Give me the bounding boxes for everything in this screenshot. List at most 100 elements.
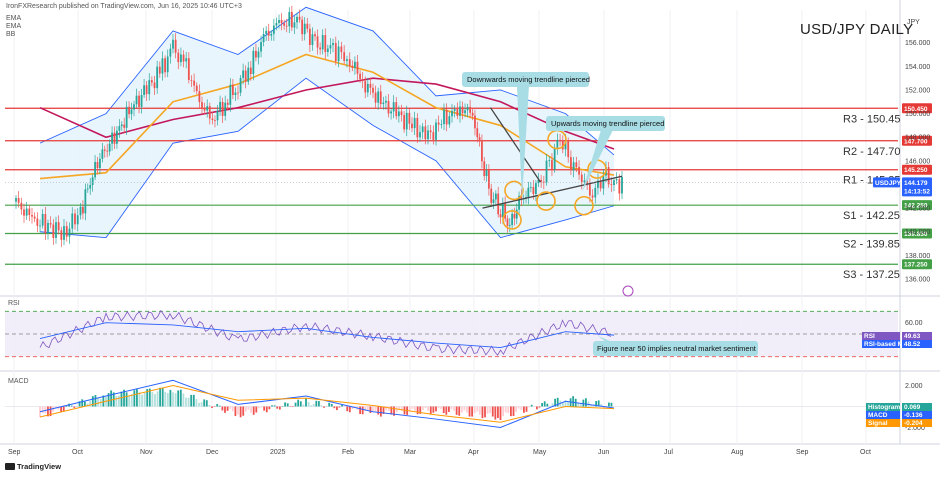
candle-body	[346, 59, 348, 61]
macd-histogram-bar	[597, 400, 600, 407]
candle-body	[203, 108, 206, 111]
macd-histogram-bar	[273, 405, 276, 407]
candle-body	[71, 213, 74, 229]
currency-label: JPY	[907, 19, 920, 26]
macd-histogram-bar	[65, 406, 68, 407]
candle-body	[68, 228, 71, 237]
highlight-circle	[504, 180, 524, 201]
macd-tag-value-bg	[902, 411, 932, 419]
macd-histogram-bar	[203, 399, 206, 407]
candle-body	[226, 102, 229, 105]
candle-body	[185, 58, 188, 62]
macd-histogram-bar	[543, 401, 546, 407]
candle-body	[432, 132, 435, 140]
macd-histogram-bar	[49, 406, 52, 417]
macd-histogram-bar	[330, 403, 333, 407]
macd-histogram-bar	[192, 394, 195, 407]
candle-body	[413, 117, 416, 129]
macd-histogram-bar	[351, 406, 354, 410]
candle-body	[537, 179, 540, 184]
price-tick-label: 150.000	[905, 111, 930, 118]
time-axis-label: Apr	[468, 449, 480, 456]
candle-body	[130, 109, 133, 115]
macd-histogram-bar	[213, 406, 216, 407]
macd-histogram-bar	[346, 406, 349, 412]
macd-histogram-bar	[419, 406, 422, 414]
macd-histogram-bar	[421, 406, 424, 411]
candle-body	[247, 67, 250, 82]
candle-body	[416, 117, 419, 138]
candle-body	[82, 206, 84, 214]
macd-title: MACD	[8, 378, 29, 385]
candle-body	[201, 102, 203, 109]
candle-body	[76, 215, 79, 225]
candle-body	[272, 25, 275, 34]
candle-body	[329, 45, 332, 49]
macd-histogram-bar	[226, 406, 229, 411]
macd-histogram-bar	[468, 406, 471, 417]
price-tick-label: 156.000	[905, 40, 930, 47]
macd-histogram-bar	[390, 406, 393, 415]
macd-histogram-bar	[600, 404, 603, 407]
macd-histogram-bar	[224, 406, 226, 413]
candle-body	[520, 195, 523, 200]
macd-histogram-bar	[102, 395, 105, 407]
candle-body	[198, 91, 201, 103]
time-axis-label: Sep	[796, 449, 809, 456]
candle-body	[321, 35, 324, 50]
candle-body	[208, 106, 211, 119]
macd-histogram-bar	[237, 406, 239, 415]
candle-body	[195, 85, 198, 92]
candle-body	[474, 115, 476, 129]
candle-body	[334, 42, 337, 62]
candle-body	[504, 203, 507, 219]
footer-brand: TradingView	[17, 462, 61, 471]
macd-histogram-bar	[305, 398, 307, 407]
macd-histogram-bar	[317, 401, 320, 407]
candle-body	[120, 124, 123, 127]
macd-tick-label: -2.000	[905, 425, 925, 432]
macd-histogram-bar	[136, 389, 138, 407]
candle-body	[379, 91, 382, 105]
candle-body	[580, 174, 583, 183]
macd-histogram-bar	[123, 389, 125, 407]
candle-body	[306, 23, 309, 29]
macd-histogram-bar	[512, 406, 515, 416]
signal-line	[39, 385, 615, 423]
candle-body	[156, 66, 159, 89]
candle-body	[513, 213, 516, 219]
candle-body	[49, 223, 52, 225]
rsi-tick-label: 60.00	[905, 320, 923, 327]
candle-body	[211, 118, 214, 121]
macd-histogram-bar	[250, 406, 252, 413]
macd-histogram-bar	[128, 395, 131, 407]
macd-histogram-bar	[179, 389, 182, 407]
macd-histogram-bar	[76, 405, 78, 407]
macd-histogram-bar	[156, 391, 159, 407]
macd-histogram-bar	[208, 404, 211, 407]
macd-histogram-bar	[517, 406, 520, 409]
candle-body	[111, 132, 113, 144]
macd-histogram-bar	[533, 406, 536, 407]
macd-histogram-bar	[198, 402, 200, 407]
macd-histogram-bar	[297, 399, 300, 407]
candle-body	[527, 187, 530, 198]
macd-histogram-bar	[91, 396, 94, 407]
macd-histogram-bar	[299, 401, 302, 407]
macd-histogram-bar	[414, 406, 416, 411]
macd-tag-value-bg	[902, 419, 932, 427]
macd-tag-value-bg	[902, 403, 932, 411]
macd-histogram-bar	[476, 406, 479, 412]
macd-histogram-bar	[133, 390, 136, 407]
callout-text: Downwards moving trendline pierced	[467, 75, 590, 84]
candle-body	[437, 122, 440, 125]
candle-body	[348, 59, 351, 66]
macd-histogram-bar	[205, 400, 208, 407]
macd-histogram-bar	[372, 406, 374, 412]
macd-histogram-bar	[278, 406, 281, 410]
candle-body	[499, 214, 502, 218]
macd-histogram-bar	[385, 406, 388, 411]
callout-box	[462, 72, 589, 87]
candle-body	[133, 104, 135, 110]
